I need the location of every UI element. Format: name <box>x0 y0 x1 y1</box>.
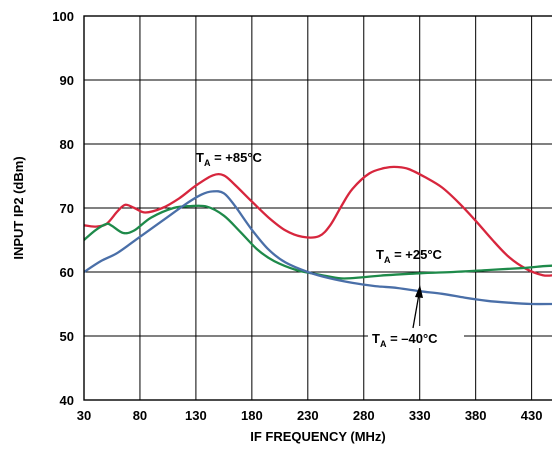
annotation-arrow-head <box>415 285 423 298</box>
series-line-85c <box>84 165 552 277</box>
annotation-m40c-box <box>368 326 464 348</box>
x-axis-title: IF FREQUENCY (MHz) <box>250 429 386 444</box>
annotation-25c: TA = +25°C <box>376 247 443 265</box>
annotation-arrow-shaft <box>412 293 420 329</box>
series-layer <box>84 165 552 306</box>
series-line-25c <box>84 204 552 280</box>
x-tick-label: 180 <box>241 408 263 423</box>
x-tick-label: 80 <box>133 408 147 423</box>
axes-layer <box>83 15 552 401</box>
x-tick-label: 330 <box>409 408 431 423</box>
y-tick-label: 50 <box>60 329 74 344</box>
annotation-m40c: TA = –40°C <box>372 331 438 349</box>
ticks-layer: 30 80 130 180 230 280 330 380 430 40 50 60 70 80 90 100 <box>52 9 542 423</box>
annotation-85c: TA = +85°C <box>196 150 263 168</box>
x-tick-label: 130 <box>185 408 207 423</box>
x-tick-label: 380 <box>465 408 487 423</box>
x-tick-label: 280 <box>353 408 375 423</box>
plot-frame <box>83 15 552 401</box>
x-tick-label: 230 <box>297 408 319 423</box>
y-tick-label: 70 <box>60 201 74 216</box>
y-tick-label: 80 <box>60 137 74 152</box>
y-axis-title: INPUT IP2 (dBm) <box>11 156 26 259</box>
y-tick-label: 60 <box>60 265 74 280</box>
x-tick-label: 430 <box>521 408 543 423</box>
x-tick-label: 30 <box>77 408 91 423</box>
y-tick-label: 100 <box>52 9 74 24</box>
y-tick-label: 90 <box>60 73 74 88</box>
annotation-layer: TA = +85°C TA = +25°C TA = –40°C <box>196 150 464 349</box>
y-tick-label: 40 <box>60 393 74 408</box>
series-line-m40c <box>84 190 552 306</box>
